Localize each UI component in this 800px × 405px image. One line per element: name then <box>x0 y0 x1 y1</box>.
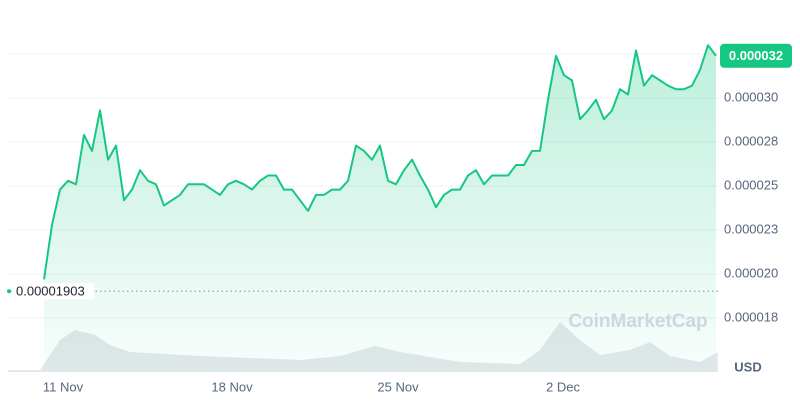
y-tick-label: 0.000020 <box>724 266 778 281</box>
y-tick-label: 0.000028 <box>724 134 778 149</box>
y-tick-label: 0.000018 <box>724 310 778 325</box>
price-area <box>44 45 716 371</box>
currency: USD <box>734 359 761 374</box>
x-tick-label: 18 Nov <box>211 379 253 394</box>
reference-dot <box>7 289 11 294</box>
x-tick-label: 25 Nov <box>377 379 419 394</box>
y-tick-label: 0.000025 <box>724 178 778 193</box>
y-tick-label: 0.000023 <box>724 222 778 237</box>
price-line <box>43 44 717 280</box>
current-price-badge <box>720 43 792 68</box>
watermark: CoinMarketCap <box>568 311 707 332</box>
x-tick-label: 2 Dec <box>546 379 580 394</box>
x-tick-label: 11 Nov <box>43 379 84 394</box>
current-price-label: 0.000032 <box>729 48 783 63</box>
y-tick-label: 0.000030 <box>724 89 778 104</box>
reference-label-bg <box>12 283 94 300</box>
reference-label: 0.00001903 <box>16 284 85 299</box>
area <box>44 45 716 371</box>
